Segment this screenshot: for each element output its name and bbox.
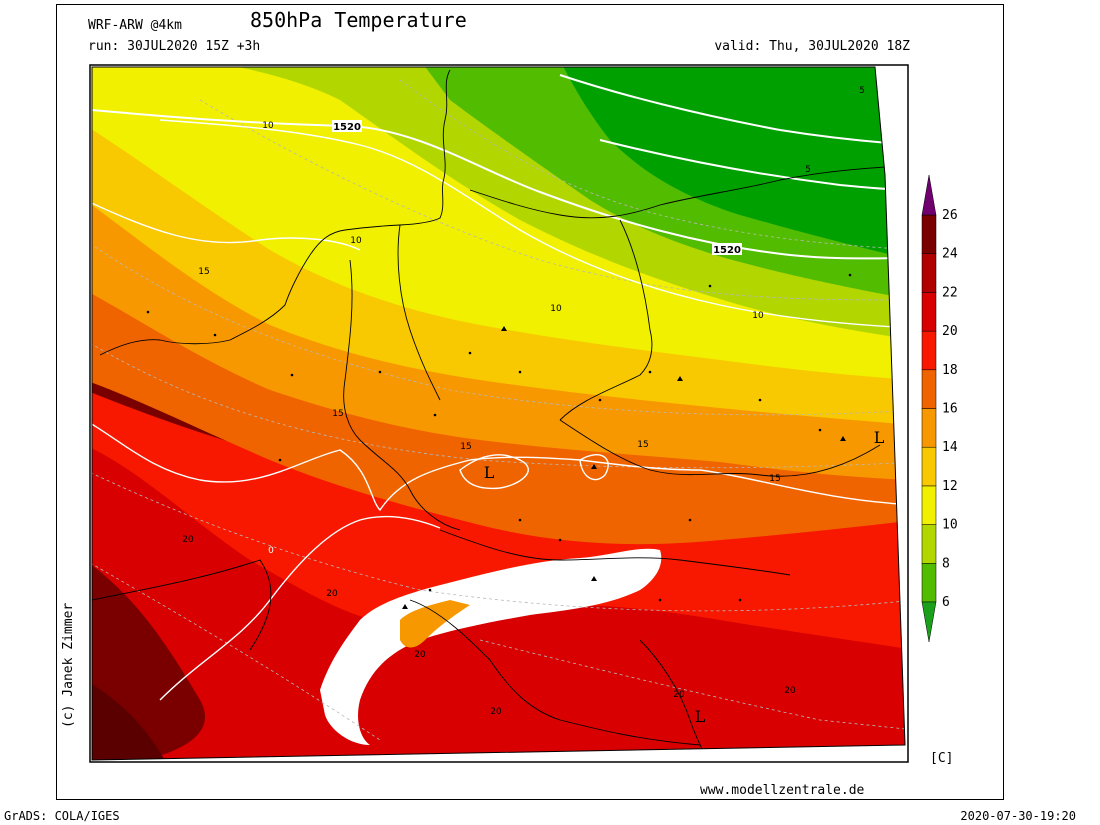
height-contour-1520 — [92, 109, 905, 260]
colorbar-underflow-arrow — [921, 601, 937, 643]
plot-frame — [56, 4, 1004, 800]
colorbar-tick-label: 12 — [942, 479, 958, 494]
colorbar-band — [921, 214, 937, 254]
colorbar-tick-label: 20 — [942, 324, 958, 339]
run-label: run: 30JUL2020 15Z +3h — [88, 39, 261, 54]
isotherm-15-closed — [459, 454, 529, 490]
isotherm-label-20-balkan: 20 — [673, 690, 685, 700]
low-pressure-symbol-south: L — [695, 707, 706, 726]
isotherm-label-10-west: 10 — [262, 121, 274, 131]
colorbar-band — [921, 446, 937, 487]
isotherm-label-10-center: 10 — [550, 304, 562, 314]
colorbar-tick-label: 14 — [942, 440, 958, 455]
isotherm-label-10-east: 10 — [752, 311, 764, 321]
isotherm-label-20-south: 20 — [414, 650, 426, 660]
band-below-6 — [560, 67, 905, 260]
city-markers — [146, 273, 852, 609]
colorbar-band — [921, 524, 937, 564]
copyright-credit: (c) Janek Zimmer — [61, 602, 76, 728]
isotherm-20 — [159, 515, 441, 701]
colorbar-tick-label: 10 — [942, 518, 958, 533]
isotherm-label-5-east: 5 — [805, 165, 811, 175]
band-16-18 — [92, 280, 905, 545]
coastline-baltic — [469, 164, 905, 219]
colorbar-band — [921, 369, 937, 409]
border-alps — [439, 529, 791, 576]
isotherm-10 — [159, 119, 905, 329]
alps-warm-patch — [400, 600, 470, 648]
colorbar-tick-label: 26 — [942, 208, 958, 223]
border-cz — [559, 419, 881, 477]
isotherm-label-15-west: 15 — [198, 267, 209, 277]
colorbar-tick-label: 8 — [942, 556, 950, 571]
colorbar-tick-label: 24 — [942, 247, 958, 262]
isotherm-label-20-italy: 20 — [490, 707, 502, 717]
isotherm-label-20-east: 20 — [784, 686, 796, 696]
dashed-contours — [92, 79, 905, 741]
colorbar-tick-label: 22 — [942, 285, 958, 300]
coastline-west — [92, 559, 272, 651]
isotherm-label-small: 0 — [268, 546, 274, 556]
colorbar-unit: [C] — [930, 751, 954, 766]
software-label: GrADS: COLA/IGES — [4, 809, 120, 823]
valid-label: valid: Thu, 30JUL2020 18Z — [714, 39, 910, 54]
coastline-channel — [99, 254, 311, 356]
colorbar-tick-label: 6 — [942, 595, 950, 610]
colorbar-band — [921, 485, 937, 525]
isotherm-label-15-east: 15 — [637, 440, 648, 450]
colorbar-band — [921, 330, 937, 371]
isotherm-label-15-south: 15 — [460, 442, 471, 452]
colorbar-tick-label: 18 — [942, 363, 958, 378]
low-pressure-symbol-east: L — [874, 428, 885, 447]
chart-title: 850hPa Temperature — [250, 8, 467, 32]
terrain-masked-area — [320, 548, 662, 745]
isotherm-15-closed-east — [579, 454, 609, 481]
coastline-adriatic — [639, 639, 706, 756]
colorbar-tick-label: 16 — [942, 402, 958, 417]
colorbar-band — [921, 563, 937, 603]
timestamp-label: 2020-07-30-19:20 — [960, 809, 1076, 823]
website-label: www.modellzentrale.de — [700, 783, 865, 798]
isotherm-label-15-southeast: 15 — [769, 474, 780, 484]
isotherm-label-10-coast: 10 — [350, 236, 362, 246]
low-pressure-symbol-center: L — [484, 463, 495, 482]
isotherm-contours — [92, 119, 905, 701]
map-border — [89, 64, 909, 763]
isotherm-15-west — [92, 199, 361, 251]
isotherm-label-15-center: 15 — [332, 409, 343, 419]
colorbar-band — [921, 292, 937, 332]
border-west — [343, 259, 461, 531]
colorbar-band — [921, 253, 937, 293]
isotherm-label-20-west: 20 — [182, 535, 194, 545]
model-label: WRF-ARW @4km — [88, 18, 182, 33]
colorbar-overflow-arrow — [921, 174, 937, 216]
isotherm-label-5-north: 5 — [859, 86, 865, 96]
temperature-field — [92, 67, 905, 760]
band-10-12 — [92, 67, 905, 380]
height-label-east: 1520 — [713, 245, 741, 256]
coastline-italy — [409, 599, 701, 746]
contour-labels: 1520 1520 5 5 10 10 10 10 15 15 15 15 15… — [182, 86, 884, 726]
colorbar-band — [921, 408, 937, 448]
borders-coastlines — [92, 69, 905, 756]
band-above-26 — [92, 680, 170, 760]
height-label-west: 1520 — [333, 122, 361, 133]
border-de-pl — [559, 219, 653, 421]
colorbar: 6 8 10 12 14 16 18 20 22 24 26 — [921, 174, 958, 643]
coastline-northsea — [309, 69, 451, 256]
isotherm-label-20-alps: 20 — [326, 589, 338, 599]
isotherm-15 — [92, 419, 905, 512]
height-contour-north — [559, 74, 905, 146]
border-de-nl — [397, 224, 441, 401]
